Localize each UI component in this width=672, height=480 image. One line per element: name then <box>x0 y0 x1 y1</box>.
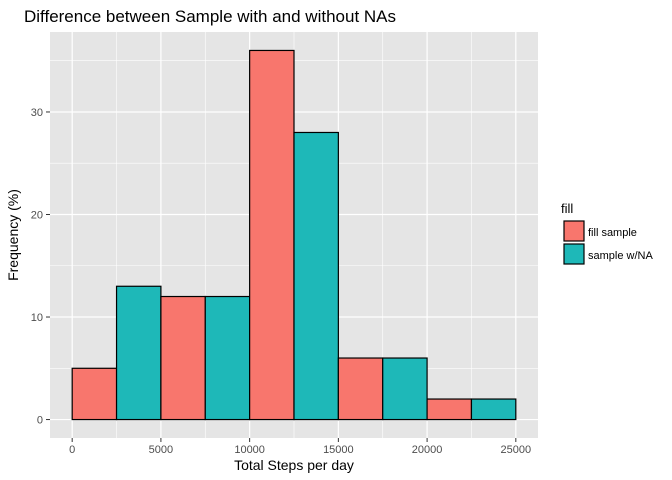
chart-title: Difference between Sample with and witho… <box>24 7 396 26</box>
histogram-bar <box>426 398 473 421</box>
legend-label-sample-wna: sample w/NA <box>588 250 653 262</box>
legend-key-sample-wna <box>563 243 585 265</box>
x-tick-label: 15000 <box>323 444 354 456</box>
y-tick-label: 0 <box>37 415 43 427</box>
legend-item-fill-sample: fill sample <box>563 220 637 242</box>
bars-layer <box>71 49 517 421</box>
legend-item-sample-wna: sample w/NA <box>563 243 653 265</box>
histogram-bar <box>249 49 295 421</box>
x-tick-label: 0 <box>69 444 75 456</box>
x-axis: 0 5000 10000 15000 20000 25000 <box>69 438 531 456</box>
legend-label-fill-sample: fill sample <box>588 227 637 239</box>
y-tick-label: 30 <box>31 107 43 119</box>
x-tick-label: 25000 <box>501 444 532 456</box>
histogram-bar <box>160 295 206 421</box>
histogram-bar <box>293 131 339 421</box>
x-axis-title: Total Steps per day <box>234 457 354 473</box>
legend-title: fill <box>561 201 573 216</box>
histogram-bar <box>71 367 118 421</box>
y-tick-label: 20 <box>31 209 43 221</box>
x-tick-label: 10000 <box>234 444 265 456</box>
legend: fill fill sample sample w/NA <box>561 201 653 265</box>
legend-key-fill-sample <box>563 220 585 242</box>
histogram-bar <box>115 285 162 421</box>
histogram-bar <box>204 295 251 421</box>
histogram-bar <box>470 398 517 421</box>
histogram-bar <box>382 357 428 421</box>
y-axis-title: Frequency (%) <box>5 189 21 281</box>
histogram-bar <box>337 357 384 421</box>
x-tick-label: 20000 <box>412 444 443 456</box>
y-tick-label: 10 <box>31 312 43 324</box>
x-tick-label: 5000 <box>149 444 173 456</box>
y-axis: 0 10 20 30 <box>31 107 50 427</box>
